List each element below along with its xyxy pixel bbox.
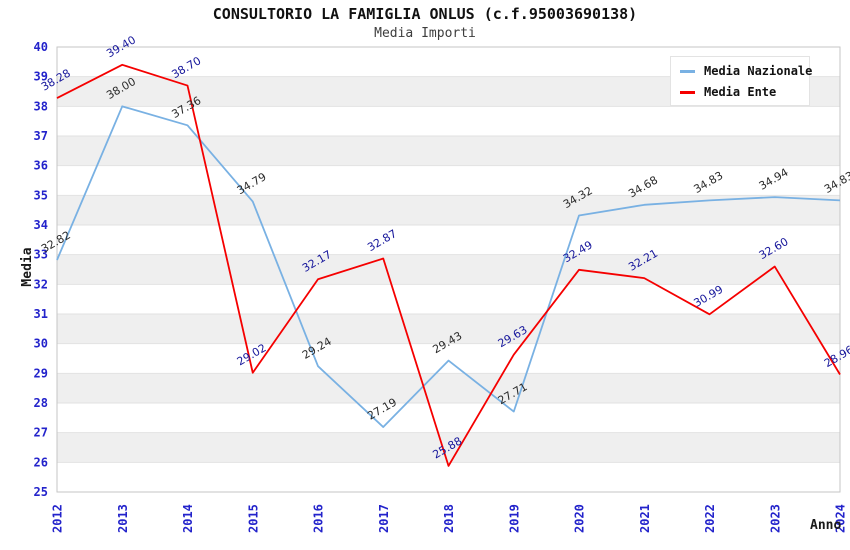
x-tick-label: 2020 — [573, 504, 587, 533]
data-label: 39.40 — [104, 33, 138, 60]
x-tick-label: 2019 — [507, 504, 521, 533]
y-tick-label: 26 — [34, 455, 48, 469]
grid-band — [57, 373, 840, 403]
x-tick-label: 2013 — [116, 504, 130, 533]
data-label: 32.87 — [365, 227, 399, 254]
series-line-media-nazionale — [56, 105, 841, 428]
data-label: 28.96 — [822, 343, 850, 370]
x-tick-label: 2023 — [768, 504, 782, 533]
y-tick-label: 32 — [34, 277, 48, 291]
grid-band — [57, 432, 840, 463]
chart-subtitle: Media Importi — [374, 26, 476, 41]
y-tick-label: 28 — [34, 396, 48, 410]
data-label: 32.82 — [39, 229, 73, 256]
grid-band — [57, 254, 840, 285]
y-tick-label: 40 — [34, 40, 48, 54]
x-tick-label: 2022 — [703, 504, 717, 533]
legend-item-media-ente: Media Ente — [680, 85, 800, 99]
y-axis-title: Media — [20, 247, 35, 287]
legend-item-media-nazionale: Media Nazionale — [680, 64, 812, 78]
y-tick-label: 33 — [34, 248, 48, 262]
y-tick-label: 29 — [34, 366, 48, 380]
x-tick-label: 2017 — [377, 504, 391, 533]
legend-swatch-icon — [680, 90, 695, 94]
y-tick-label: 36 — [34, 159, 48, 173]
x-axis-title: Anno — [810, 518, 842, 533]
grid-band — [57, 314, 840, 344]
y-tick-label: 25 — [34, 485, 48, 499]
y-tick-label: 34 — [34, 218, 48, 232]
legend-item-label: Media Nazionale — [704, 64, 813, 78]
x-tick-label: 2015 — [246, 504, 260, 533]
y-tick-label: 31 — [34, 307, 48, 321]
chart-title: CONSULTORIO LA FAMIGLIA ONLUS (c.f.95003… — [212, 5, 638, 23]
series-line-media-ente — [56, 63, 841, 467]
x-tick-label: 2021 — [638, 504, 652, 533]
y-tick-label: 27 — [34, 426, 48, 440]
y-tick-label: 37 — [34, 129, 48, 143]
legend-swatch-icon — [680, 69, 695, 73]
y-tick-label: 38 — [34, 99, 48, 113]
data-label: 34.79 — [235, 170, 269, 197]
legend-item-label: Media Ente — [704, 85, 777, 99]
x-tick-label: 2018 — [442, 504, 456, 533]
x-tick-label: 2014 — [181, 504, 195, 533]
x-tick-label: 2024 — [834, 504, 848, 533]
data-label: 34.83 — [692, 169, 726, 196]
x-tick-label: 2012 — [51, 504, 65, 533]
y-tick-label: 30 — [34, 337, 48, 351]
grid-band — [57, 136, 840, 166]
x-tick-label: 2016 — [312, 504, 326, 533]
y-tick-label: 39 — [34, 70, 48, 84]
plot-border — [56, 46, 841, 493]
data-label: 34.83 — [822, 169, 850, 196]
data-label: 34.94 — [757, 166, 791, 193]
y-tick-label: 35 — [34, 188, 48, 202]
legend-box: Media Nazionale Media Ente — [670, 56, 812, 106]
